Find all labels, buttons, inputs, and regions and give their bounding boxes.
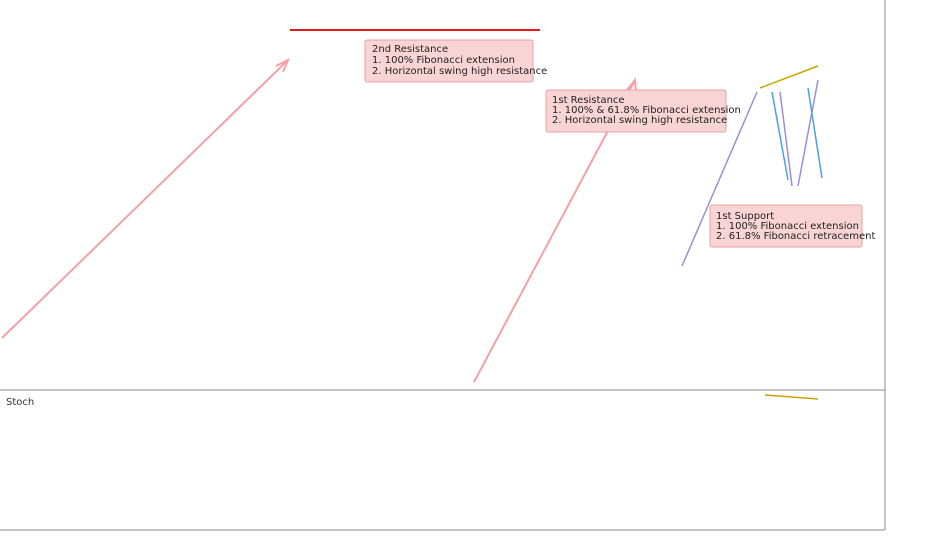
- note-line: 1st Resistance: [552, 95, 625, 106]
- note-line: 1. 100% & 61.8% Fibonacci extension: [552, 105, 741, 116]
- note-1st-resistance: 1st Resistance 1. 100% & 61.8% Fibonacci…: [545, 89, 741, 133]
- note-2nd-resistance: 2nd Resistance 1. 100% Fibonacci extensi…: [364, 39, 547, 83]
- note-line: 2. Horizontal swing high resistance: [372, 66, 547, 77]
- fib-arrows: [681, 65, 823, 400]
- note-line: 2. 61.8% Fibonacci retracement: [716, 231, 875, 242]
- note-line: 2. Horizontal swing high resistance: [552, 115, 727, 126]
- note-line: 1st Support: [716, 211, 774, 222]
- note-line: 1. 100% Fibonacci extension: [372, 55, 515, 66]
- note-line: 2nd Resistance: [372, 44, 448, 55]
- indicator-title: Stoch: [6, 397, 34, 408]
- note-1st-support: 1st Support 1. 100% Fibonacci extension …: [709, 204, 875, 248]
- note-line: 1. 100% Fibonacci extension: [716, 221, 859, 232]
